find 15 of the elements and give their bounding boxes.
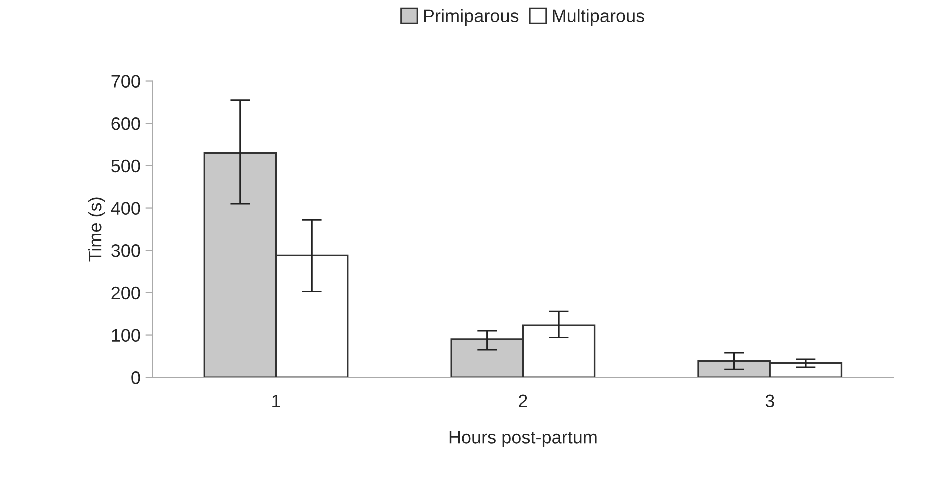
y-axis-title: Time (s) xyxy=(88,198,106,262)
y-tick-label: 100 xyxy=(112,329,140,342)
y-tick-label: 400 xyxy=(111,202,140,215)
x-tick-label: 3 xyxy=(766,394,774,408)
x-tick-label: 1 xyxy=(272,394,280,408)
x-axis-title: Hours post-partum xyxy=(450,431,597,448)
y-tick-label: 0 xyxy=(132,372,140,384)
y-tick-label: 600 xyxy=(112,118,140,130)
y-tick-label: 300 xyxy=(112,244,140,258)
y-tick-label: 200 xyxy=(112,286,140,300)
y-tick-label: 500 xyxy=(112,160,140,173)
legend-label: Primiparous xyxy=(424,9,519,26)
x-tick-label: 2 xyxy=(519,394,528,408)
y-tick-label: 700 xyxy=(112,75,140,88)
legend-label: Multiparous xyxy=(553,9,644,26)
